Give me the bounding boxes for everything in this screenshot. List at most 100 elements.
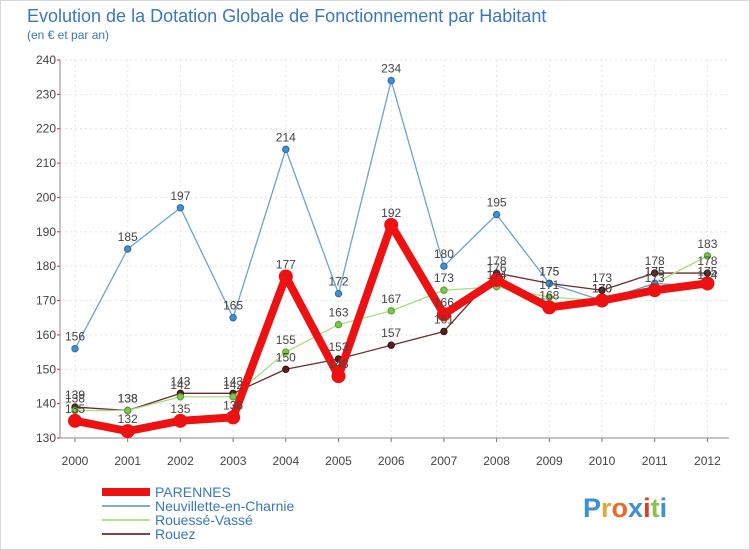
data-point	[226, 410, 241, 425]
data-label: 178	[697, 254, 717, 268]
data-point	[703, 269, 712, 277]
data-point	[700, 276, 715, 291]
data-point	[120, 424, 135, 439]
data-label: 135	[65, 402, 85, 416]
data-point	[334, 320, 343, 329]
y-tick-label: 220	[36, 122, 56, 136]
x-tick-label: 2005	[325, 454, 352, 468]
data-label: 166	[434, 295, 454, 309]
data-label: 142	[170, 378, 190, 392]
y-tick-labels: 130 140 150 160 170 180 190 200 210 220 230 240	[36, 53, 56, 445]
data-label: 138	[118, 392, 138, 406]
data-label: 170	[592, 282, 612, 296]
x-tick-label: 2003	[220, 454, 247, 468]
data-labels-rouess-vass-: 138 138 142 142 155 163 167 173 174 171 170 175 183	[65, 237, 718, 406]
data-point	[651, 269, 659, 277]
data-point	[542, 300, 557, 315]
data-label: 174	[487, 268, 507, 282]
data-label: 138	[65, 392, 85, 406]
x-tick-label: 2006	[378, 454, 405, 468]
x-tick-label: 2002	[167, 454, 194, 468]
logo-text: Proxiti	[583, 493, 667, 523]
legend-label: Neuvillette-en-Charnie	[155, 498, 295, 514]
series-parennes	[68, 217, 715, 439]
data-label: 170	[592, 282, 612, 296]
data-point	[387, 76, 395, 85]
data-label: 192	[381, 206, 401, 220]
data-label: 139	[65, 388, 85, 402]
plot-area: 130 140 150 160 170 180 190 200 210 220 230 240 200…	[36, 53, 729, 468]
data-label: 174	[697, 268, 717, 282]
data-label: 175	[645, 264, 665, 278]
data-point	[489, 272, 504, 287]
y-tick-label: 150	[36, 362, 56, 376]
x-tick-label: 2009	[536, 454, 563, 468]
data-point	[176, 393, 185, 401]
data-point	[176, 204, 185, 212]
data-point	[647, 283, 662, 298]
data-point	[440, 286, 448, 294]
legend-item: Rouessé-Vassé	[102, 512, 253, 528]
data-label: 197	[170, 189, 190, 203]
data-point	[124, 406, 132, 415]
data-label: 168	[539, 288, 559, 302]
data-label: 172	[328, 275, 348, 289]
data-label: 175	[697, 264, 717, 278]
data-point	[440, 262, 448, 270]
data-label: 173	[645, 271, 665, 285]
data-label: 167	[381, 292, 401, 306]
data-point	[71, 344, 79, 353]
x-tick-label: 2007	[431, 454, 458, 468]
data-point	[124, 245, 132, 253]
y-tick-label: 190	[36, 225, 56, 239]
x-tick-label: 2012	[694, 454, 721, 468]
data-label: 165	[223, 299, 243, 313]
data-label: 195	[487, 196, 507, 210]
y-tick-label: 200	[36, 190, 56, 204]
data-point	[68, 413, 82, 428]
data-point	[545, 279, 553, 288]
data-point	[387, 341, 395, 349]
data-point	[387, 307, 395, 315]
y-tick-label: 130	[36, 431, 56, 445]
legend-label: PARENNES	[155, 484, 231, 500]
data-point	[440, 327, 448, 336]
y-tick-label: 210	[36, 156, 56, 170]
data-label: 175	[645, 264, 665, 278]
data-label: 178	[645, 254, 665, 268]
data-label: 214	[276, 130, 296, 144]
x-tick-label: 2000	[62, 454, 89, 468]
data-label: 150	[276, 350, 296, 364]
data-label: 157	[381, 326, 401, 340]
y-tick-label: 230	[36, 87, 56, 101]
data-point	[545, 293, 553, 301]
data-point	[492, 210, 501, 219]
data-point	[334, 289, 343, 298]
data-label: 171	[539, 278, 559, 292]
chart-title: Evolution de la Dotation Globale de Fonc…	[27, 6, 546, 26]
data-label: 173	[592, 271, 612, 285]
data-label: 143	[170, 374, 190, 388]
data-label: 136	[223, 398, 243, 412]
data-label: 161	[434, 312, 454, 326]
x-tick-label: 2008	[483, 454, 510, 468]
data-label: 180	[434, 247, 454, 261]
data-label: 143	[223, 374, 243, 388]
x-tick-labels: 2000 2001 2002 2003 2004 2005 2006 2007 2008 2009…	[62, 454, 721, 468]
data-point	[282, 365, 290, 373]
data-point	[229, 314, 237, 322]
data-label: 177	[276, 257, 296, 271]
data-label: 142	[223, 378, 243, 392]
data-label: 148	[328, 357, 348, 371]
x-tick-label: 2011	[642, 454, 668, 468]
data-point	[282, 145, 290, 154]
data-label: 156	[65, 330, 85, 344]
data-label: 163	[328, 306, 348, 320]
data-point	[173, 413, 188, 428]
data-point	[278, 269, 293, 284]
data-point	[384, 217, 399, 232]
